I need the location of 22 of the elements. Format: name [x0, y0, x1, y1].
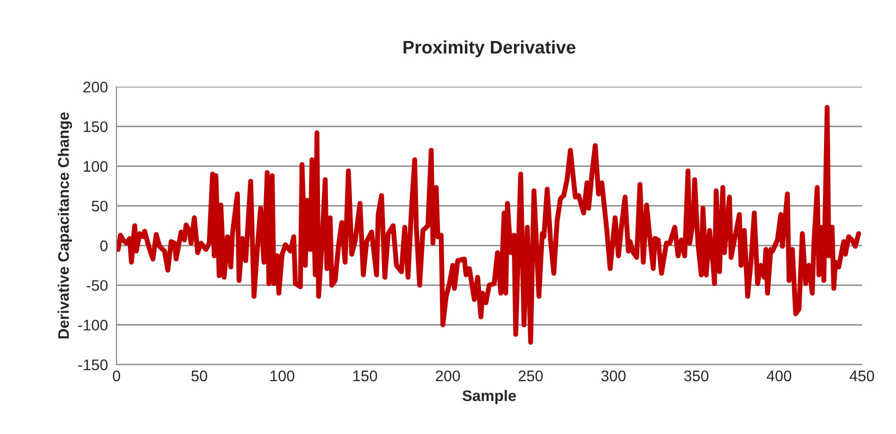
y-tick-label: 200 — [83, 82, 108, 92]
x-tick-label: 300 — [601, 370, 626, 382]
x-tick-label: 50 — [191, 370, 208, 382]
x-tick-label: 100 — [270, 370, 294, 382]
y-tick-label: 150 — [84, 121, 108, 132]
x-tick-label: 150 — [353, 370, 378, 382]
x-tick-label: 0 — [112, 370, 120, 382]
x-tick-label: 200 — [436, 370, 460, 382]
chart-title: Proximity Derivative — [404, 40, 576, 58]
y-tick-label: 100 — [84, 161, 108, 172]
x-tick-label: 350 — [684, 370, 708, 382]
x-axis-title: Sample — [462, 390, 516, 404]
line-series — [116, 105, 862, 345]
y-tick-label: 50 — [92, 200, 108, 212]
y-tick-label: -100 — [78, 320, 108, 331]
y-tick-label: 0 — [100, 240, 108, 252]
y-axis-title: Derivative Capacitance Change — [58, 112, 72, 338]
x-tick-label: 400 — [766, 370, 792, 382]
x-tick-label: 450 — [850, 370, 874, 382]
x-tick-label: 250 — [518, 370, 543, 382]
y-tick-label: -50 — [86, 280, 108, 291]
y-tick-label: -150 — [78, 359, 108, 370]
